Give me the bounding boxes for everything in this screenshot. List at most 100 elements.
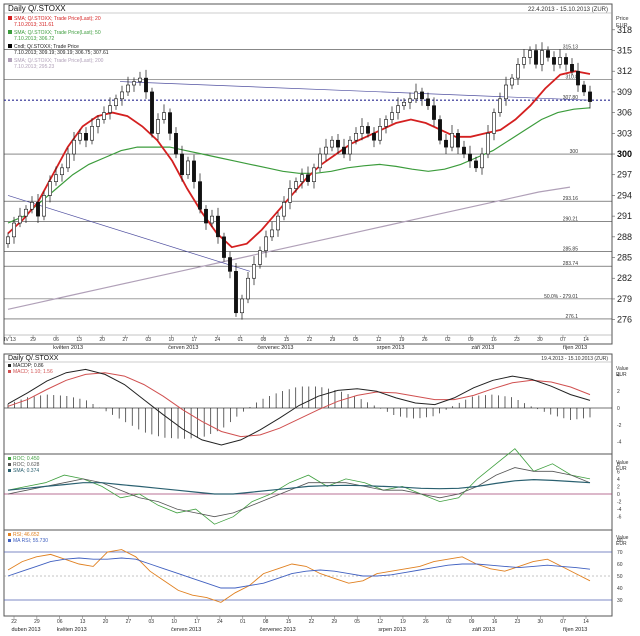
candle-body [330, 139, 334, 148]
candle-body [228, 257, 232, 272]
candle-body [222, 236, 226, 258]
x-tick-label: 09 [468, 337, 474, 343]
candle-body [24, 208, 28, 217]
candle-body [180, 153, 184, 176]
x-tick-label: 19 [399, 337, 405, 343]
bottom-x-tick-label: 05 [354, 619, 360, 625]
sma200-line [7, 186, 571, 310]
x-tick-label: 26 [422, 337, 428, 343]
legend-swatch [8, 58, 12, 62]
macd-y-tick-label: -2 [617, 423, 622, 429]
bottom-x-tick-label: 22 [11, 619, 17, 625]
candle-body [408, 98, 412, 103]
x-month-label: červenec 2013 [257, 345, 293, 351]
trend-line-down [7, 195, 251, 272]
bottom-x-tick-label: 29 [34, 619, 40, 625]
bottom-x-tick-label: 19 [400, 619, 406, 625]
rsi-unit-bottom: EUR [616, 541, 627, 547]
roc-y-tick-label: 8 [617, 462, 620, 468]
candle-body [372, 133, 376, 141]
candle-body [318, 153, 322, 169]
candle-body [552, 57, 556, 65]
x-tick-label: 06 [53, 337, 59, 343]
candle-body [480, 153, 484, 169]
candle-body [474, 160, 478, 169]
x-tick-label: 03 [145, 337, 151, 343]
x-tick-label: 24 [215, 337, 221, 343]
bottom-x-tick-label: 16 [492, 619, 498, 625]
y-tick-label: 276 [617, 315, 632, 325]
macd-panel-range: 19.4.2013 - 15.10.2013 (ZUR) [541, 356, 608, 362]
candle-body [18, 215, 22, 224]
x-tick-label: 08 [261, 337, 267, 343]
candle-body [192, 160, 196, 182]
candle-body [306, 174, 310, 182]
candle-body [114, 98, 118, 107]
candle-body [90, 126, 94, 141]
bottom-x-tick-label: 17 [194, 619, 200, 625]
x-tick-label: 22 [307, 337, 313, 343]
x-tick-label: 30 [537, 337, 543, 343]
bottom-x-tick-label: 06 [57, 619, 63, 625]
candle-body [432, 105, 436, 120]
candle-body [366, 126, 370, 134]
bottom-x-tick-label: 09 [469, 619, 475, 625]
candle-body [324, 146, 328, 155]
level-label: 276.1 [565, 314, 578, 320]
candle-body [216, 215, 220, 238]
macd-unit-top: Value [616, 366, 629, 372]
rsi-legend-swatch [8, 539, 11, 542]
legend-label: SMA; Q/.STOXX; Trade Price(Last); 200 [14, 58, 104, 64]
legend-value: 7.10.2013; 306.72 [14, 36, 55, 42]
x-tick-label: 29 [30, 337, 36, 343]
bottom-x-tick-label: 15 [286, 619, 292, 625]
candle-body [276, 215, 280, 231]
bottom-x-tick-label: 14 [583, 619, 589, 625]
candle-body [108, 105, 112, 113]
candle-body [198, 181, 202, 210]
candle-body [96, 119, 100, 127]
bottom-x-tick-label: 26 [423, 619, 429, 625]
bottom-x-tick-label: 20 [103, 619, 109, 625]
level-label: 50.0% - 279.01 [544, 294, 578, 300]
y-tick-label: 291 [617, 211, 632, 221]
candle-body [450, 133, 454, 148]
rsi-y-tick-label: 30 [617, 598, 623, 604]
bottom-month-label: říjen 2013 [563, 627, 587, 633]
x-tick-label: 17 [192, 337, 198, 343]
candle-body [132, 81, 136, 86]
bottom-x-tick-label: 13 [80, 619, 86, 625]
bottom-x-tick-label: 23 [515, 619, 521, 625]
bottom-x-tick-label: 27 [126, 619, 132, 625]
candle-body [438, 119, 442, 141]
roc-y-tick-label: -2 [617, 500, 622, 506]
x-tick-label: 02 [445, 337, 451, 343]
x-tick-label: 01 [238, 337, 244, 343]
candle-body [138, 77, 142, 82]
rsi-ma-line [7, 557, 591, 589]
candle-body [258, 250, 262, 265]
legend-label: SMA; Q/.STOXX; Trade Price(Last); 20 [14, 16, 101, 22]
roc-legend-swatch [8, 457, 11, 460]
y-tick-label: 297 [617, 170, 632, 180]
candle-body [48, 181, 52, 196]
x-tick-label: 13 [76, 337, 82, 343]
candle-body [54, 174, 58, 182]
price-panel-frame [3, 3, 613, 345]
x-tick-label: 14 [583, 337, 589, 343]
roc-y-tick-label: 2 [617, 484, 620, 490]
candle-body [390, 112, 394, 120]
y-tick-label: 315 [617, 46, 632, 56]
x-tick-label: 16 [491, 337, 497, 343]
rsi-line [7, 549, 591, 603]
candle-body [36, 202, 40, 217]
candle-body [354, 133, 358, 141]
x-tick-label: 12 [376, 337, 382, 343]
candle-body [570, 64, 574, 72]
candle-body [582, 84, 586, 93]
candle-body [558, 57, 562, 65]
roc-y-tick-label: 6 [617, 469, 620, 475]
candle-body [174, 133, 178, 155]
legend-label: SMA; Q/.STOXX; Trade Price(Last); 50 [14, 30, 101, 36]
macd-y-tick-label: -4 [617, 440, 622, 446]
